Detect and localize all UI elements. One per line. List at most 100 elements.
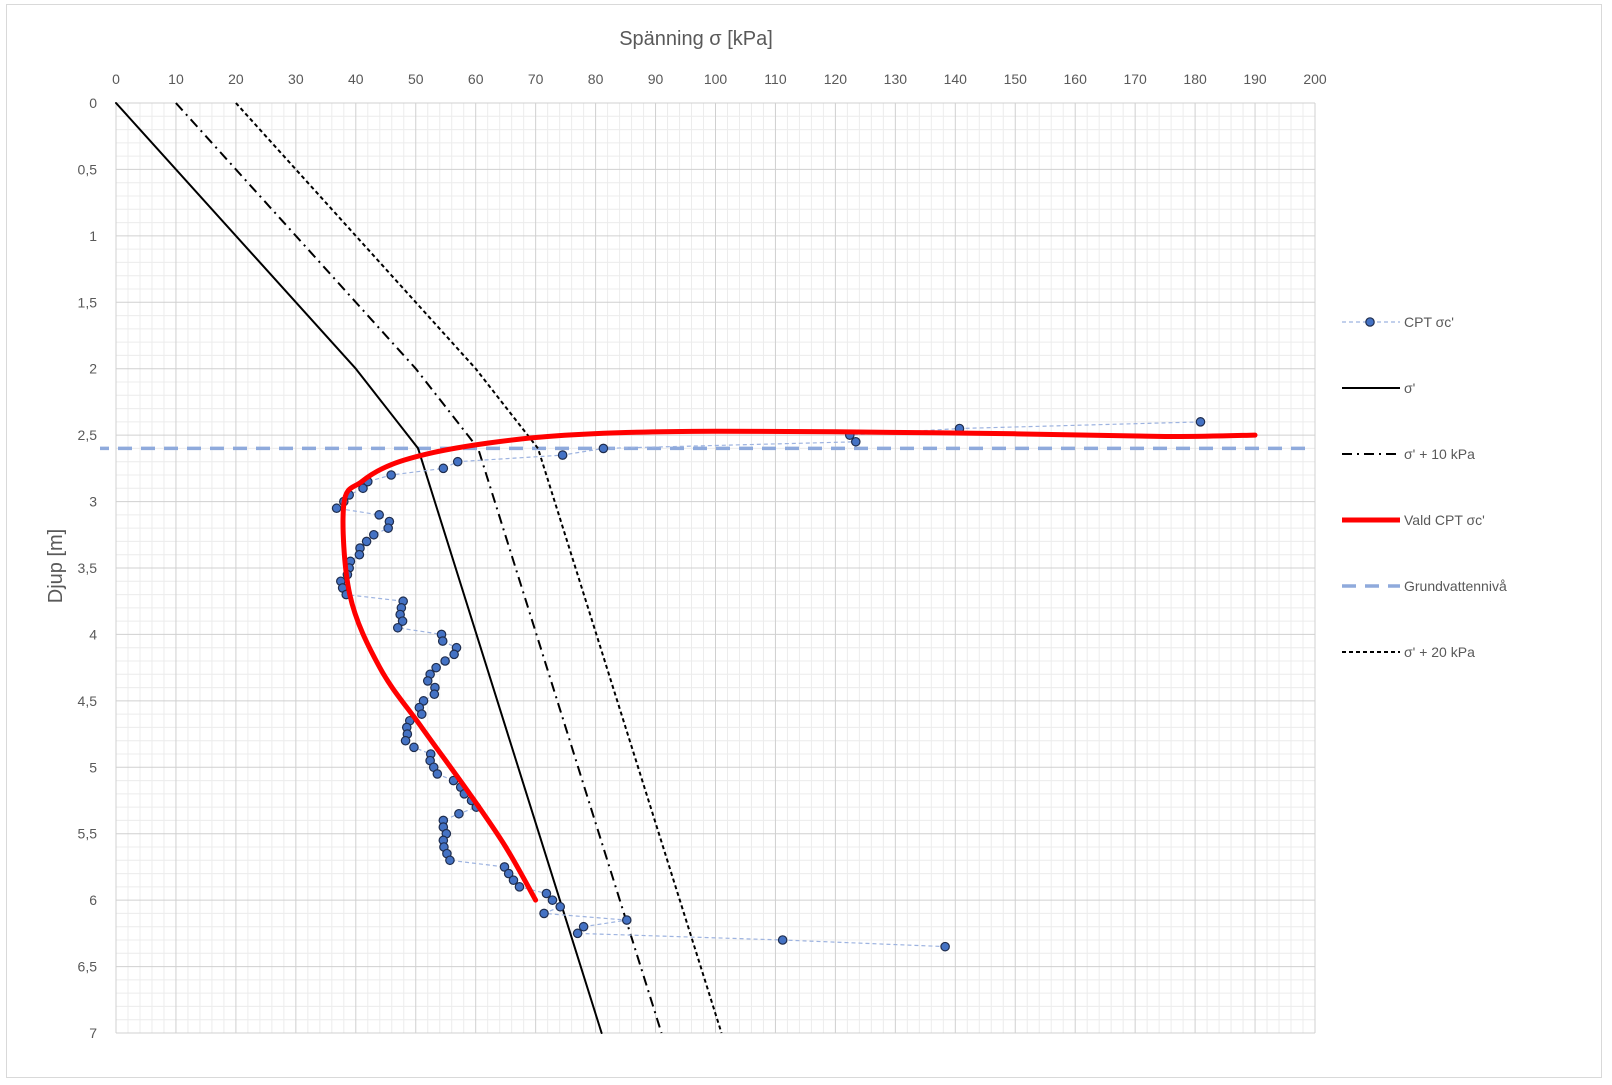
cpt-data-point (541, 888, 552, 899)
cpt-data-point (621, 915, 632, 925)
cpt-data-point (429, 689, 440, 700)
x-tick-label: 150 (1004, 71, 1028, 87)
cpt-data-point (449, 649, 459, 660)
x-tick-label: 0 (112, 71, 120, 87)
y-tick-label: 0 (89, 95, 97, 111)
cpt-data-point (578, 921, 589, 932)
x-tick-label: 160 (1064, 71, 1088, 87)
cpt-data-point (454, 808, 464, 819)
cpt-data-point (555, 901, 566, 912)
y-tick-label: 0,5 (78, 161, 98, 177)
cpt-data-point (416, 709, 427, 719)
cpt-data-point (440, 656, 450, 666)
y-tick-label: 4 (89, 626, 97, 642)
y-tick-label: 3,5 (78, 560, 98, 576)
y-tick-label: 2 (89, 361, 97, 377)
cpt-data-point (437, 636, 448, 646)
legend-label: σ' + 20 kPa (1404, 644, 1475, 660)
x-tick-label: 70 (528, 71, 544, 87)
cpt-data-point (539, 908, 549, 919)
cpt-data-point (418, 696, 429, 706)
x-tick-label: 170 (1123, 71, 1147, 87)
cpt-data-point (438, 463, 449, 474)
series-line-0 (336, 421, 1201, 948)
series-line-1 (115, 102, 603, 1034)
cpt-data-point (547, 895, 558, 905)
cpt-data-point (331, 503, 342, 514)
cpt-data-point (598, 443, 609, 454)
x-tick-label: 180 (1183, 71, 1207, 87)
x-tick-label: 130 (884, 71, 908, 87)
cpt-data-point (499, 862, 510, 872)
y-tick-label: 3 (89, 494, 97, 510)
grid (115, 102, 1316, 1034)
x-tick-label: 10 (168, 71, 184, 87)
x-tick-label: 100 (704, 71, 728, 87)
series-line-5 (235, 102, 723, 1034)
x-tick-label: 60 (468, 71, 484, 87)
cpt-data-point (400, 735, 411, 746)
series-line-3 (340, 428, 1258, 903)
y-axis-title: Djup [m] (45, 529, 67, 603)
legend-label: Vald CPT σc' (1404, 512, 1485, 528)
chart-frame (6, 4, 1602, 1078)
legend-item: Grundvattennivå (1342, 578, 1507, 594)
x-tick-label: 80 (588, 71, 604, 87)
x-tick-label: 200 (1303, 71, 1327, 87)
legend-marker (1365, 317, 1375, 327)
cpt-data-point (392, 622, 403, 633)
x-tick-label: 140 (944, 71, 968, 87)
plot-series (100, 102, 1309, 1034)
cpt-data-point (940, 941, 950, 952)
x-tick-label: 50 (408, 71, 424, 87)
legend-label: σ' (1404, 380, 1415, 396)
y-tick-label: 2,5 (78, 427, 98, 443)
cpt-data-point (422, 676, 433, 686)
legend-item: σ' + 20 kPa (1342, 644, 1475, 660)
y-tick-label: 6,5 (78, 959, 98, 975)
legend: CPT σc' σ' σ' + 10 kPa Vald CPT σc' Grundvat… (1342, 314, 1507, 660)
cpt-data-point (361, 536, 372, 547)
cpt-data-point (374, 510, 384, 520)
cpt-data-point (354, 549, 365, 560)
cpt-data-point (397, 616, 408, 626)
cpt-data-point (445, 855, 455, 866)
cpt-data-point (386, 470, 396, 480)
y-tick-label: 1,5 (78, 294, 98, 310)
x-tick-label: 190 (1243, 71, 1267, 87)
axes: 0 10 20 30 40 50 60 70 80 90 100 110 120 130 140 150 160… (78, 71, 1327, 1041)
cpt-data-point (557, 450, 568, 460)
cpt-data-point (508, 875, 519, 886)
legend-item: σ' (1342, 380, 1415, 396)
x-tick-label: 20 (228, 71, 244, 87)
y-tick-label: 4,5 (78, 693, 98, 709)
y-tick-label: 1 (89, 228, 97, 244)
y-tick-label: 5,5 (78, 826, 98, 842)
y-tick-label: 6 (89, 892, 97, 908)
cpt-data-point (432, 769, 443, 779)
cpt-data-point (503, 868, 514, 879)
cpt-data-point (1195, 417, 1206, 427)
cpt-data-point (572, 928, 583, 939)
legend-item: CPT σc' (1342, 314, 1454, 330)
cpt-data-point (452, 456, 463, 467)
legend-label: CPT σc' (1404, 314, 1454, 330)
cpt-data-point (368, 529, 379, 540)
y-tick-label: 7 (89, 1025, 97, 1041)
legend-label: Grundvattennivå (1404, 578, 1507, 594)
cpt-data-point (431, 662, 441, 673)
x-tick-label: 30 (288, 71, 304, 87)
legend-item: Vald CPT σc' (1342, 512, 1485, 528)
cpt-data-point (383, 523, 393, 533)
cpt-data-point (409, 742, 419, 753)
legend-label: σ' + 10 kPa (1404, 446, 1475, 462)
cpt-data-point (514, 882, 525, 892)
x-tick-label: 90 (648, 71, 664, 87)
legend-item: σ' + 10 kPa (1342, 446, 1475, 462)
x-tick-label: 120 (824, 71, 848, 87)
cpt-data-point (850, 436, 861, 447)
cpt-data-point (777, 935, 788, 945)
x-tick-label: 40 (348, 71, 364, 87)
x-tick-label: 110 (764, 71, 787, 87)
